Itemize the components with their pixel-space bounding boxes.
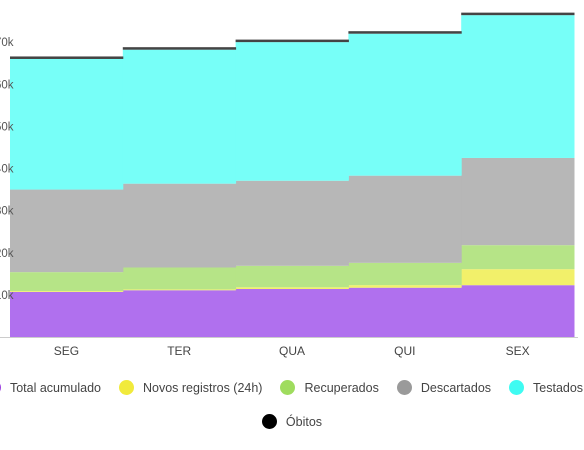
area-segment-total-acumulado-1: [122, 290, 237, 337]
legend-row-2: Óbitos: [0, 414, 584, 429]
legend-swatch-recuperados: [280, 380, 296, 395]
area-segment-novos-registros-24h-4: [461, 269, 575, 286]
legend-swatch-testados: [509, 380, 525, 395]
area-segment-total-acumulado-2: [235, 288, 349, 337]
legend-label-descartados: Descartados: [420, 380, 492, 395]
x-tick-label-seg: SEG: [54, 344, 79, 358]
legend-label-obitos: Óbitos: [285, 414, 323, 429]
area-segment-novos-registros-24h-2: [235, 287, 349, 289]
area-segment-obitos-1: [122, 47, 237, 50]
area-segment-testados-2: [235, 42, 349, 181]
y-tick-label-20: 20k: [0, 248, 14, 260]
area-segment-recuperados-1: [122, 267, 237, 290]
y-tick-label-10: 10k: [0, 290, 14, 302]
area-segment-obitos-0: [10, 56, 124, 59]
area-segment-obitos-4: [461, 12, 575, 16]
legend-item-novos-registros[interactable]: Novos registros (24h): [118, 380, 263, 395]
y-tick-label-60: 60k: [0, 79, 14, 91]
y-tick-label-30: 30k: [0, 206, 14, 218]
stacked-area-chart: 10k 20k 30k 40k 50k 60k 70k SEG TER QUA QUI SEX: [0, 12, 578, 358]
x-tick-label-qui: QUI: [394, 344, 415, 358]
area-segment-testados-4: [461, 15, 575, 158]
legend-item-recuperados[interactable]: Recuperados: [280, 380, 379, 395]
area-segment-recuperados-2: [235, 265, 349, 288]
legend-label-total-acumulado: Total acumulado: [9, 380, 101, 395]
legend-swatch-obitos: [261, 414, 277, 429]
area-segment-obitos-3: [348, 31, 462, 34]
area-segment-total-acumulado-0: [10, 291, 124, 337]
legend-label-testados: Testados: [533, 380, 584, 395]
legend-swatch-total-acumulado: [0, 380, 1, 395]
area-segment-testados-0: [10, 58, 124, 190]
area-segment-descartados-3: [348, 175, 462, 263]
legend-label-recuperados: Recuperados: [304, 380, 379, 395]
area-segment-obitos-2: [235, 39, 349, 43]
area-segment-descartados-2: [235, 180, 349, 266]
x-tick-label-qua: QUA: [279, 344, 305, 358]
area-segment-recuperados-4: [461, 245, 575, 270]
area-segment-recuperados-3: [348, 262, 462, 286]
area-segment-descartados-4: [461, 157, 575, 246]
area-segment-novos-registros-24h-3: [348, 285, 462, 288]
area-segment-novos-registros-24h-1: [122, 289, 237, 291]
legend-swatch-descartados: [396, 380, 412, 395]
x-tick-label-ter: TER: [167, 344, 191, 358]
area-segment-novos-registros-24h-0: [10, 291, 124, 292]
area-segment-descartados-1: [122, 183, 237, 268]
area-segment-descartados-0: [10, 189, 124, 273]
legend-swatch-novos-registros: [118, 380, 134, 395]
legend-label-novos-registros: Novos registros (24h): [142, 380, 263, 395]
y-tick-label-50: 50k: [0, 121, 14, 133]
legend-item-descartados[interactable]: Descartados: [396, 380, 492, 395]
area-segment-testados-3: [348, 33, 462, 176]
area-segment-total-acumulado-3: [348, 287, 462, 337]
area-segment-total-acumulado-4: [461, 285, 575, 337]
area-segment-recuperados-0: [10, 272, 124, 292]
legend-item-testados[interactable]: Testados: [509, 380, 583, 395]
legend-item-obitos[interactable]: Óbitos: [261, 414, 323, 429]
legend-item-total-acumulado[interactable]: Total acumulado: [0, 380, 101, 395]
y-tick-label-40: 40k: [0, 164, 14, 176]
x-tick-label-sex: SEX: [506, 344, 530, 358]
area-segment-testados-1: [122, 49, 237, 184]
y-tick-label-70: 70k: [0, 37, 14, 49]
legend-row-1: Total acumulado Novos registros (24h) Re…: [0, 380, 584, 395]
